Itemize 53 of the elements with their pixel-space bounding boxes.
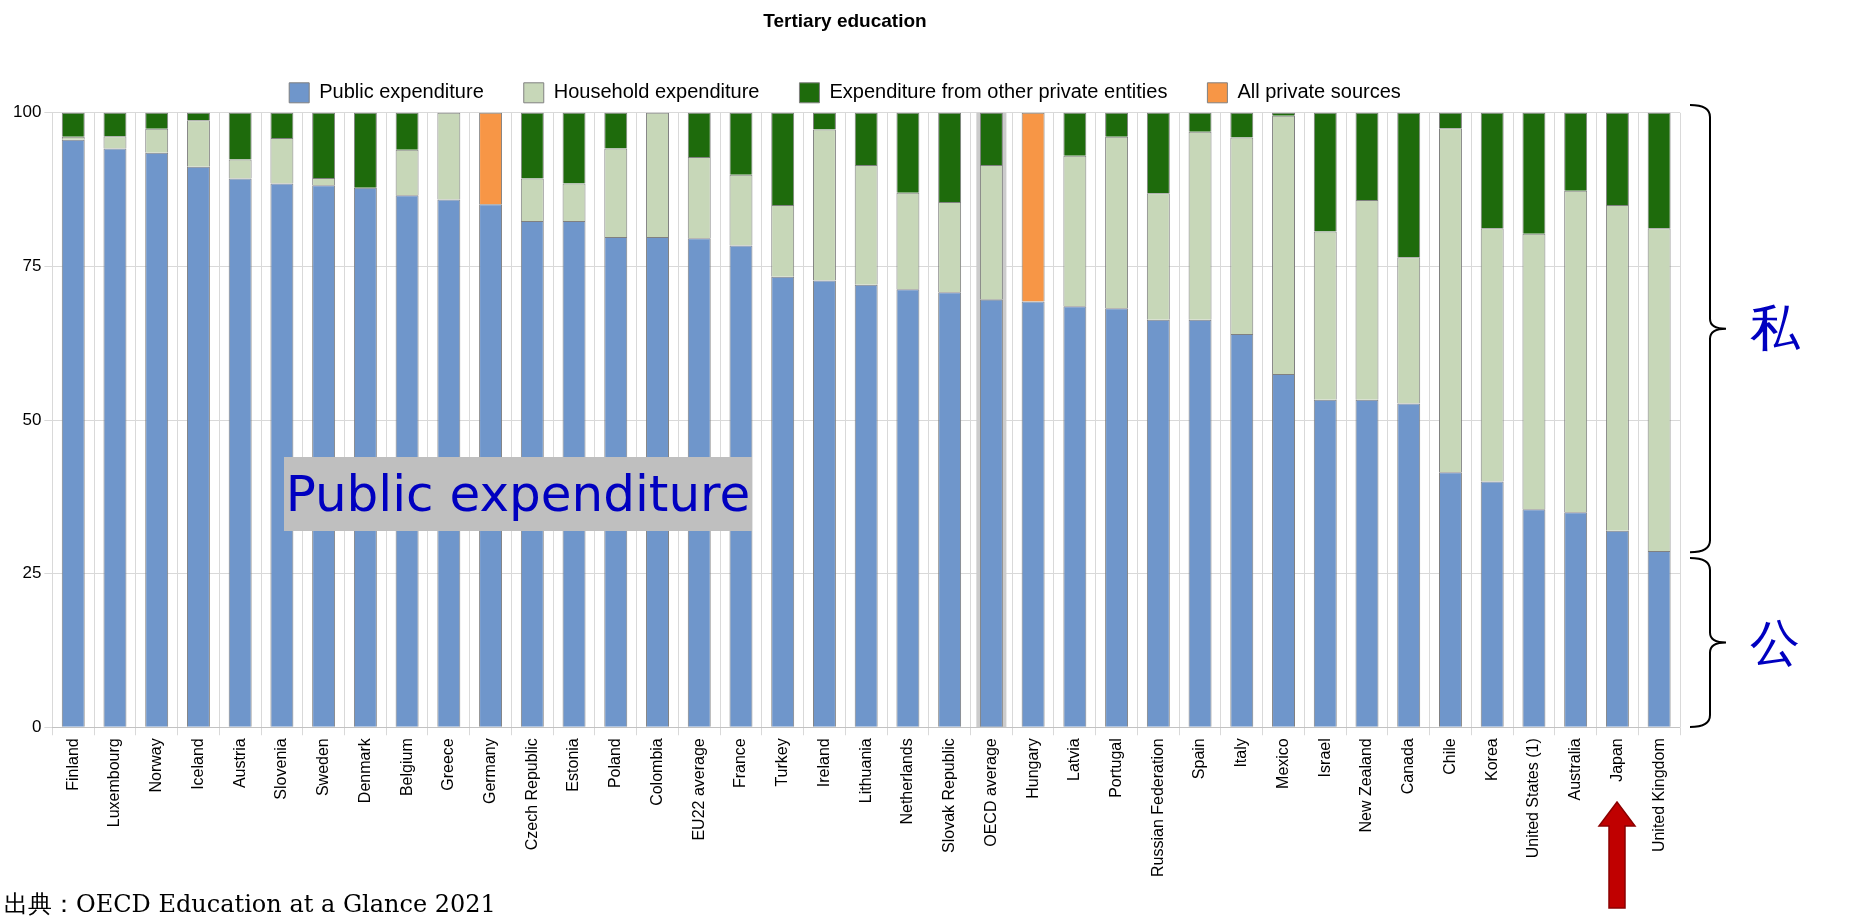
x-tick-label: Estonia bbox=[564, 738, 582, 792]
text: 私 bbox=[1750, 298, 1800, 359]
x-tick-label: United States (1) bbox=[1524, 738, 1542, 859]
x-tick-label: Slovak Republic bbox=[940, 738, 958, 853]
x-tick-label: Sweden bbox=[314, 738, 332, 797]
y-tick-label: 50 bbox=[22, 409, 42, 429]
y-tick-label: 0 bbox=[31, 716, 42, 736]
x-tick-label: Israel bbox=[1315, 738, 1333, 778]
x-tick-label: Chile bbox=[1440, 738, 1458, 775]
x-tick-label: Belgium bbox=[397, 738, 415, 797]
x-tick-label: Hungary bbox=[1023, 738, 1041, 799]
x-tick-label: Poland bbox=[606, 738, 624, 789]
x-tick-label: Lithuania bbox=[856, 738, 874, 804]
x-tick-label: France bbox=[731, 738, 749, 789]
x-tick-label: Netherlands bbox=[898, 738, 916, 825]
legend-label: Expenditure from other private entities bbox=[829, 80, 1168, 103]
x-tick-label: Denmark bbox=[355, 737, 373, 804]
x-tick-label: United Kingdom bbox=[1649, 738, 1667, 853]
x-tick-label: OECD average bbox=[981, 738, 999, 847]
y-tick-label: 100 bbox=[12, 102, 42, 122]
x-tick-label: Finland bbox=[63, 738, 81, 791]
x-tick-label: Greece bbox=[439, 738, 457, 791]
x-tick-label: Canada bbox=[1399, 738, 1417, 795]
x-tick-label: Australia bbox=[1566, 738, 1584, 801]
x-tick-label: Turkey bbox=[773, 738, 791, 787]
text: 公 bbox=[1750, 612, 1800, 673]
source-note: 出典：OECD Education at a Glance 2021 bbox=[4, 889, 496, 920]
x-tick-label: Mexico bbox=[1273, 738, 1291, 789]
x-tick-label: Russian Federation bbox=[1148, 738, 1166, 878]
x-tick-label: Portugal bbox=[1106, 738, 1124, 798]
legend-label: All private sources bbox=[1237, 80, 1401, 103]
x-tick-label: Germany bbox=[480, 738, 498, 805]
legend-label: Public expenditure bbox=[319, 80, 484, 103]
x-tick-label: Colombia bbox=[647, 738, 665, 806]
x-tick-label: Latvia bbox=[1065, 738, 1083, 781]
x-tick-label: EU22 average bbox=[689, 738, 707, 841]
x-tick-label: Ireland bbox=[814, 738, 832, 788]
x-tick-label: Norway bbox=[147, 738, 165, 793]
y-tick-label: 25 bbox=[22, 563, 42, 583]
x-tick-label: Italy bbox=[1232, 738, 1250, 768]
x-tick-label: Spain bbox=[1190, 738, 1208, 780]
x-tick-label: Korea bbox=[1482, 738, 1500, 781]
annotation: Public expenditure bbox=[283, 456, 753, 531]
x-tick-label: Luxembourg bbox=[105, 738, 123, 828]
x-tick-label: Iceland bbox=[188, 738, 206, 790]
x-tick-label: Austria bbox=[230, 738, 248, 789]
y-tick-label: 75 bbox=[22, 256, 42, 276]
x-tick-label: Japan bbox=[1607, 738, 1625, 782]
legend-label: Household expenditure bbox=[553, 80, 760, 103]
chart-title: Tertiary education bbox=[763, 9, 927, 31]
x-tick-label: Czech Republic bbox=[522, 738, 540, 851]
x-tick-label: New Zealand bbox=[1357, 738, 1375, 833]
x-tick-label: Slovenia bbox=[272, 738, 290, 800]
